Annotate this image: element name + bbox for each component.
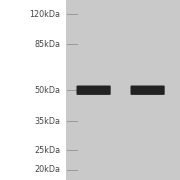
FancyBboxPatch shape [130, 86, 165, 95]
FancyBboxPatch shape [76, 86, 111, 95]
Text: 25kDa: 25kDa [34, 146, 60, 155]
Text: 20kDa: 20kDa [34, 165, 60, 174]
Text: 85kDa: 85kDa [34, 40, 60, 49]
Text: 50kDa: 50kDa [34, 86, 60, 95]
Bar [66, 0, 180, 180]
Text: 35kDa: 35kDa [34, 117, 60, 126]
Text: 120kDa: 120kDa [29, 10, 60, 19]
